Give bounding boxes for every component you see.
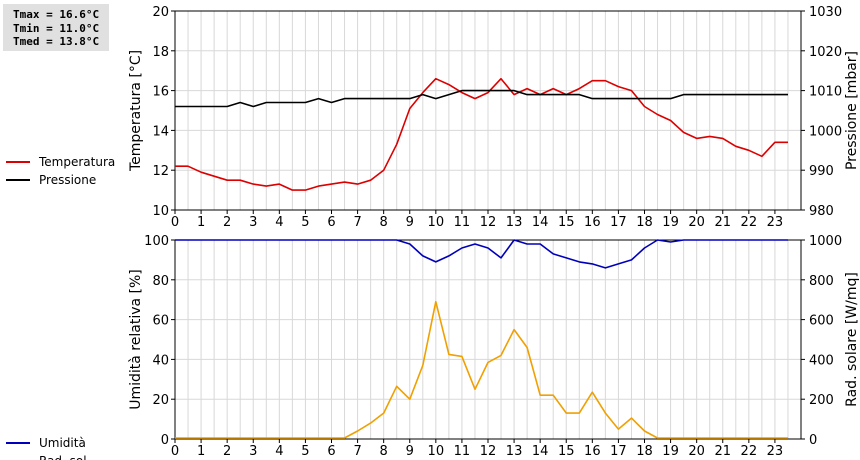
panel2-x-tick-label: 19 bbox=[662, 444, 679, 459]
tmed-label: Tmed = 13.8°C bbox=[13, 35, 100, 48]
panel1-x-tick-label: 23 bbox=[767, 215, 784, 230]
panel1-legend-label: Pressione bbox=[39, 173, 96, 187]
panel2-y2-tick-label: 800 bbox=[809, 274, 834, 289]
panel1-x-tick-label: 13 bbox=[506, 215, 523, 230]
panel1-y-tick-label: 20 bbox=[152, 5, 169, 20]
panel1-y2-tick-label: 1020 bbox=[809, 45, 842, 60]
panel1-y-tick-label: 18 bbox=[152, 45, 169, 60]
panel2-legend-label: Umidità bbox=[39, 436, 86, 450]
panel1-x-tick-label: 11 bbox=[454, 215, 471, 230]
panel2-x-tick-label: 0 bbox=[171, 444, 179, 459]
panel2-x-tick-label: 23 bbox=[767, 444, 784, 459]
panel2-x-tick-label: 16 bbox=[584, 444, 601, 459]
panel2-y-tick-label: 60 bbox=[152, 314, 169, 329]
panel1-x-tick-label: 3 bbox=[249, 215, 257, 230]
panel1-y2-tick-label: 1030 bbox=[809, 5, 842, 20]
panel2-x-tick-label: 3 bbox=[249, 444, 257, 459]
panel2-x-tick-label: 12 bbox=[480, 444, 497, 459]
panel2-x-tick-label: 20 bbox=[688, 444, 705, 459]
panel1-x-tick-label: 5 bbox=[301, 215, 309, 230]
panel2-x-tick-label: 14 bbox=[532, 444, 549, 459]
panel2-series-umidit-line bbox=[175, 239, 788, 269]
panel2-x-tick-label: 9 bbox=[406, 444, 414, 459]
panel1-y2-axis-title: Pressione [mbar] bbox=[844, 51, 860, 170]
panel1-x-tick-label: 6 bbox=[327, 215, 335, 230]
panel2-x-tick-label: 4 bbox=[275, 444, 283, 459]
panel1-series-pressione-line bbox=[175, 89, 788, 108]
panel1-x-tick-label: 16 bbox=[584, 215, 601, 230]
panel2-y-tick-label: 40 bbox=[152, 353, 169, 368]
panel2-y-tick-label: 80 bbox=[152, 274, 169, 289]
panel2-legend-label: Rad. sol. bbox=[39, 454, 90, 460]
panel1-y2-tick-label: 1010 bbox=[809, 85, 842, 100]
panel1-x-tick-label: 22 bbox=[741, 215, 758, 230]
panel1-x-tick-label: 10 bbox=[428, 215, 445, 230]
panel1-x-tick-label: 7 bbox=[353, 215, 361, 230]
panel2-x-tick-label: 1 bbox=[197, 444, 205, 459]
panel2-y2-tick-label: 200 bbox=[809, 393, 834, 408]
panel1-y2-tick-label: 990 bbox=[809, 164, 834, 179]
panel2-y-tick-label: 20 bbox=[152, 393, 169, 408]
panel2-x-tick-label: 5 bbox=[301, 444, 309, 459]
panel2-x-tick-label: 18 bbox=[636, 444, 653, 459]
panel1-y-tick-label: 14 bbox=[152, 124, 169, 139]
panel1-x-tick-label: 9 bbox=[406, 215, 414, 230]
panel2-x-tick-label: 11 bbox=[454, 444, 471, 459]
panel2-x-tick-label: 22 bbox=[741, 444, 758, 459]
panel2-y-tick-label: 100 bbox=[144, 234, 169, 249]
panel2-x-tick-label: 10 bbox=[428, 444, 445, 459]
panel1-y-axis-title: Temperatura [°C] bbox=[128, 50, 144, 172]
panel2-y2-axis-title: Rad. solare [W/mq] bbox=[844, 272, 860, 407]
panel1-y-tick-label: 16 bbox=[152, 85, 169, 100]
panel2-y-tick-label: 0 bbox=[161, 433, 169, 448]
panel1-x-tick-label: 14 bbox=[532, 215, 549, 230]
panel1-y2-tick-label: 980 bbox=[809, 204, 834, 219]
panel1-legend-label: Temperatura bbox=[38, 155, 115, 169]
panel1-x-tick-label: 18 bbox=[636, 215, 653, 230]
panel1-x-tick-label: 0 bbox=[171, 215, 179, 230]
panel1-y2-tick-label: 1000 bbox=[809, 124, 842, 139]
panel1-x-tick-label: 12 bbox=[480, 215, 497, 230]
panel1-series-temperatura-line bbox=[175, 77, 788, 191]
panel1-x-tick-label: 21 bbox=[714, 215, 731, 230]
tmax-label: Tmax = 16.6°C bbox=[13, 8, 100, 21]
tmin-label: Tmin = 11.0°C bbox=[13, 21, 100, 35]
panel1-y-tick-label: 12 bbox=[152, 164, 169, 179]
panel2-x-tick-label: 21 bbox=[714, 444, 731, 459]
panel1-x-tick-label: 17 bbox=[610, 215, 627, 230]
panel1-x-tick-label: 4 bbox=[275, 215, 283, 230]
stats-box: Tmax = 16.6°C Tmin = 11.0°C Tmed = 13.8°… bbox=[3, 4, 109, 51]
panel2-x-tick-label: 2 bbox=[223, 444, 231, 459]
panel2-x-tick-label: 8 bbox=[380, 444, 388, 459]
panel2-y-axis-title: Umidità relativa [%] bbox=[128, 269, 144, 410]
panel2-y2-tick-label: 400 bbox=[809, 353, 834, 368]
panel1-x-tick-label: 15 bbox=[558, 215, 575, 230]
panel2-x-tick-label: 7 bbox=[353, 444, 361, 459]
panel1-x-tick-label: 1 bbox=[197, 215, 205, 230]
panel2-y2-tick-label: 1000 bbox=[809, 234, 842, 249]
panel2-x-tick-label: 17 bbox=[610, 444, 627, 459]
panel1-x-tick-label: 20 bbox=[688, 215, 705, 230]
panel1-x-tick-label: 19 bbox=[662, 215, 679, 230]
panel1-x-tick-label: 8 bbox=[380, 215, 388, 230]
panel2-x-tick-label: 13 bbox=[506, 444, 523, 459]
panel2-x-tick-label: 6 bbox=[327, 444, 335, 459]
panel1-y-tick-label: 10 bbox=[152, 204, 169, 219]
panel2-x-tick-label: 15 bbox=[558, 444, 575, 459]
panel2-series-rad-sol-line bbox=[175, 300, 788, 439]
panel2-y2-tick-label: 0 bbox=[809, 433, 817, 448]
panel2-y2-tick-label: 600 bbox=[809, 314, 834, 329]
panel1-x-tick-label: 2 bbox=[223, 215, 231, 230]
